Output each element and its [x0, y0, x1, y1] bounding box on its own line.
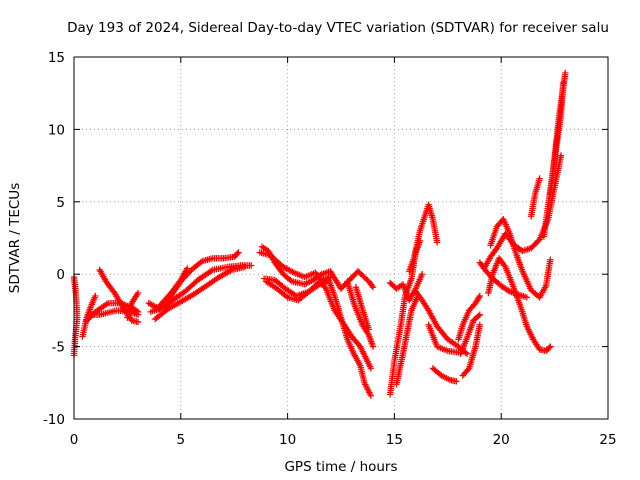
x-tick-label: 5: [177, 432, 186, 448]
gridlines: [74, 57, 608, 419]
axis-ticks: 0 5 10 15 20 25 -10 -5 0 5 10 15: [43, 50, 617, 448]
data-series-arc-9: [151, 263, 249, 323]
y-tick-label: 10: [48, 122, 65, 138]
y-axis-label: SDTVAR / TECUs: [7, 183, 23, 293]
data-series-arc-34: [547, 69, 569, 198]
chart-title: Day 193 of 2024, Sidereal Day-to-day VTE…: [67, 20, 609, 36]
data-series-arc-12: [258, 243, 377, 292]
data-series-arc-31: [476, 259, 531, 301]
plus-markers: [406, 201, 441, 275]
data-series-arc-10: [156, 265, 191, 310]
plus-markers: [425, 321, 462, 356]
plus-markers: [527, 175, 543, 220]
plus-markers: [151, 263, 249, 323]
data-series-arc-6: [124, 289, 142, 321]
plus-markers: [147, 262, 255, 316]
data-series-arc-32: [527, 175, 543, 220]
y-tick-label: 0: [56, 267, 65, 283]
plus-markers: [455, 292, 484, 343]
x-tick-label: 0: [70, 432, 79, 448]
plus-markers: [386, 271, 426, 304]
plus-markers: [476, 259, 531, 301]
plus-markers: [386, 237, 424, 398]
plus-markers: [344, 278, 377, 350]
data-series-arc-18: [386, 237, 424, 398]
plus-markers: [70, 273, 81, 359]
data-series-arc-1: [70, 273, 81, 359]
data-series-arc-24: [429, 365, 460, 385]
data-series-arc-19: [386, 271, 426, 304]
plus-markers: [324, 275, 375, 400]
plus-markers: [429, 365, 460, 385]
data-series-arc-27: [457, 311, 484, 358]
y-tick-label: -5: [52, 340, 65, 356]
y-tick-label: -10: [43, 412, 65, 428]
plus-markers: [156, 265, 191, 310]
y-tick-label: 15: [48, 50, 65, 66]
plus-markers: [352, 284, 372, 333]
data-series-arc-20: [393, 292, 422, 388]
data-series-arc-25: [459, 321, 484, 379]
plus-markers: [124, 289, 142, 321]
plot-frame: [73, 56, 609, 420]
y-tick-label: 5: [56, 195, 65, 211]
x-tick-label: 20: [493, 432, 510, 448]
data-series-arc-17: [352, 284, 372, 333]
plus-markers: [258, 243, 377, 292]
plus-markers: [457, 311, 484, 358]
x-tick-label: 25: [599, 432, 616, 448]
data-series-arc-8: [147, 262, 255, 316]
x-axis-label: GPS time / hours: [284, 459, 397, 475]
data-series-arc-16: [344, 278, 377, 350]
x-tick-label: 15: [386, 432, 403, 448]
plus-markers: [393, 292, 422, 388]
data-series-arc-23: [425, 321, 462, 356]
data-series-arc-21: [406, 201, 441, 275]
plus-markers: [547, 69, 569, 198]
data-series-arc-26: [455, 292, 484, 343]
x-tick-label: 10: [279, 432, 296, 448]
plus-markers: [459, 321, 484, 379]
data-marks: [70, 69, 569, 400]
data-series-arc-15: [324, 275, 375, 400]
